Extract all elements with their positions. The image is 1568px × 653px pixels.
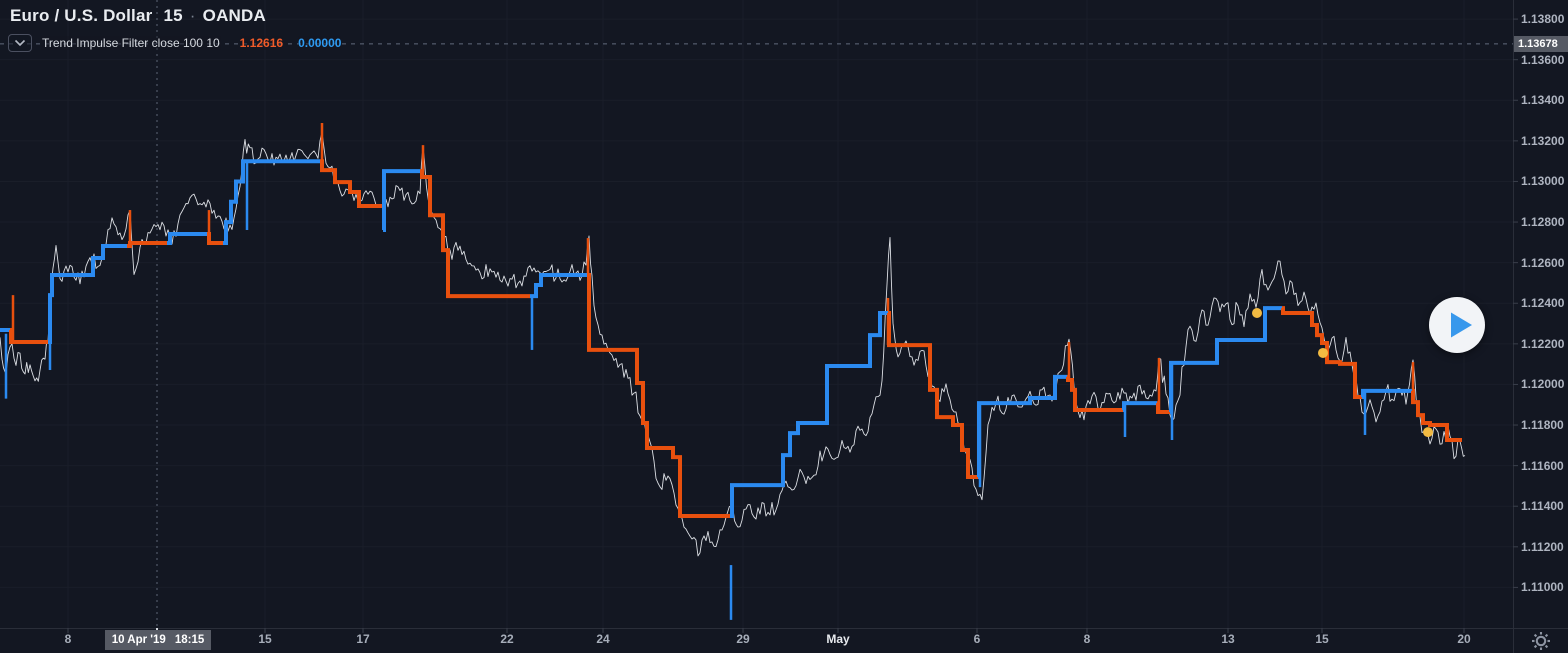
signal-dot	[1318, 347, 1328, 358]
legend-collapse-button[interactable]	[8, 34, 32, 52]
time-axis-label: 22	[500, 632, 514, 646]
price-axis-label: 1.11000	[1521, 580, 1564, 595]
symbol-title[interactable]: Euro / U.S. Dollar	[10, 6, 153, 25]
indicator-run-down	[1411, 388, 1462, 442]
gear-icon	[1532, 632, 1550, 650]
indicator-run-up	[48, 244, 127, 344]
indicator-run-up	[167, 232, 207, 245]
price-axis-label: 1.11800	[1521, 418, 1564, 433]
price-axis-label: 1.13000	[1521, 174, 1565, 189]
price-axis-label: 1.13200	[1521, 133, 1565, 148]
symbol-header: Euro / U.S. Dollar 15 · OANDA	[10, 6, 266, 26]
indicator-run-up	[977, 374, 1067, 479]
play-icon	[1451, 312, 1472, 338]
scale-settings-button[interactable]	[1514, 629, 1568, 653]
indicator-value-primary: 1.12616	[239, 36, 284, 50]
time-axis-label: 29	[736, 632, 750, 646]
indicator-legend: Trend Impulse Filter close 100 10 1.1261…	[8, 34, 342, 52]
indicator-run-up	[382, 169, 420, 232]
signal-dot	[1423, 427, 1433, 438]
replay-play-button[interactable]	[1429, 297, 1485, 353]
indicator-run-down	[1156, 401, 1170, 414]
interval-label[interactable]: 15	[163, 6, 183, 25]
indicator-run-up	[1169, 306, 1282, 414]
price-axis-label: 1.12000	[1521, 377, 1565, 392]
crosshair-time-badge: 10 Apr '19 18:15	[105, 630, 211, 650]
chevron-down-icon	[14, 39, 26, 47]
indicator-run-up	[530, 273, 587, 299]
time-axis-label: 24	[596, 632, 610, 646]
indicator-run-down	[587, 273, 730, 518]
price-axis-label: 1.11600	[1521, 458, 1564, 473]
price-axis-label: 1.13600	[1521, 52, 1565, 67]
indicator-params: close 100 10	[151, 36, 220, 50]
price-axis-label: 1.11200	[1521, 539, 1564, 554]
indicator-run-up	[730, 311, 888, 518]
indicator-run-down	[1281, 306, 1362, 399]
time-axis-label: 15	[258, 632, 272, 646]
crosshair-date: 10 Apr '19	[111, 634, 166, 646]
indicator-value-secondary: 0.00000	[298, 36, 342, 50]
indicator-run-up	[223, 159, 320, 245]
time-axis-label: 8	[64, 632, 72, 646]
indicator-run-up	[1122, 401, 1157, 412]
indicator-run-down	[420, 169, 530, 299]
time-axis-label: 8	[1083, 632, 1091, 646]
time-axis-label: 6	[973, 632, 981, 646]
price-axis-label: 1.13800	[1521, 12, 1565, 27]
price-axis-label: 1.12800	[1521, 215, 1565, 230]
price-axis-label: 1.12600	[1521, 255, 1565, 270]
time-axis-label: 17	[356, 632, 370, 646]
time-axis-label: 20	[1457, 632, 1471, 646]
price-axis-label: 1.12400	[1521, 296, 1565, 311]
crosshair-time: 18:15	[174, 634, 205, 646]
last-price-badge: 1.13678	[1514, 36, 1568, 52]
indicator-run-down	[320, 159, 383, 208]
time-axis-label: 15	[1315, 632, 1329, 646]
separator-dot: ·	[189, 6, 196, 25]
price-axis-label: 1.11400	[1521, 499, 1564, 514]
time-axis-label: May	[826, 632, 850, 646]
indicator-run-down	[1066, 374, 1123, 412]
indicator-run-down	[127, 241, 167, 248]
price-axis-label: 1.13400	[1521, 93, 1565, 108]
indicator-run-down	[887, 311, 978, 479]
exchange-label[interactable]: OANDA	[202, 6, 266, 25]
signal-dot	[1252, 307, 1262, 318]
time-axis-label: 13	[1221, 632, 1235, 646]
indicator-run-down	[9, 328, 48, 344]
price-axis-label: 1.12200	[1521, 336, 1565, 351]
indicator-title[interactable]: Trend Impulse Filter close 100 10	[41, 36, 221, 50]
indicator-run-down	[207, 232, 223, 245]
indicator-run-up	[1361, 388, 1412, 399]
plot-area[interactable]	[0, 0, 1513, 628]
